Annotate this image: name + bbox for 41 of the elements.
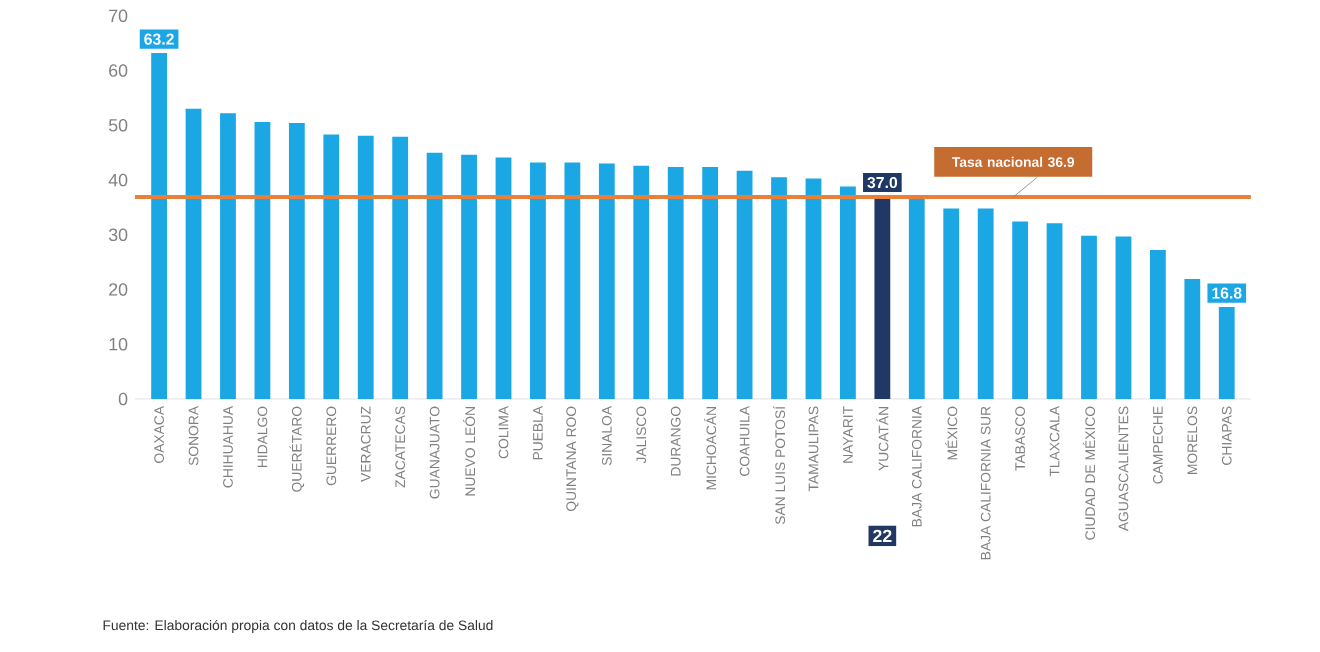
bar — [426, 152, 443, 400]
bar — [1149, 250, 1166, 400]
bar — [1046, 223, 1063, 400]
bar — [495, 157, 512, 400]
bar — [461, 154, 477, 400]
bar — [702, 167, 719, 400]
bar — [357, 135, 374, 400]
bar — [1081, 235, 1097, 400]
bar — [943, 208, 960, 400]
bar — [530, 162, 546, 400]
bar — [254, 122, 271, 400]
y-tick-label: 50 — [108, 119, 128, 132]
y-tick-label: 10 — [109, 338, 128, 351]
y-tick-label: 40 — [108, 173, 128, 187]
bar — [185, 108, 202, 400]
bar — [1012, 221, 1029, 400]
text: 22 — [873, 529, 892, 543]
y-tick-label: 30 — [108, 228, 128, 242]
bar — [840, 186, 856, 400]
bar — [908, 198, 925, 400]
bar — [1115, 236, 1132, 400]
bar — [977, 208, 994, 400]
bar — [1184, 279, 1201, 400]
bar — [667, 167, 684, 400]
y-tick-label: 0 — [118, 392, 128, 406]
bar — [771, 177, 787, 400]
bar — [874, 196, 891, 400]
bar — [805, 178, 822, 400]
y-tick-label: 70 — [109, 9, 128, 23]
bar — [151, 53, 167, 400]
bar — [288, 123, 305, 400]
y-tick-label: 20 — [109, 283, 128, 296]
bar — [323, 134, 340, 400]
bar — [564, 162, 581, 400]
bar — [633, 165, 650, 400]
bar — [736, 170, 753, 400]
y-tick-label: 60 — [109, 64, 128, 77]
bar — [392, 136, 409, 400]
bar — [598, 163, 615, 400]
bar — [1218, 307, 1235, 400]
bar — [220, 113, 236, 400]
